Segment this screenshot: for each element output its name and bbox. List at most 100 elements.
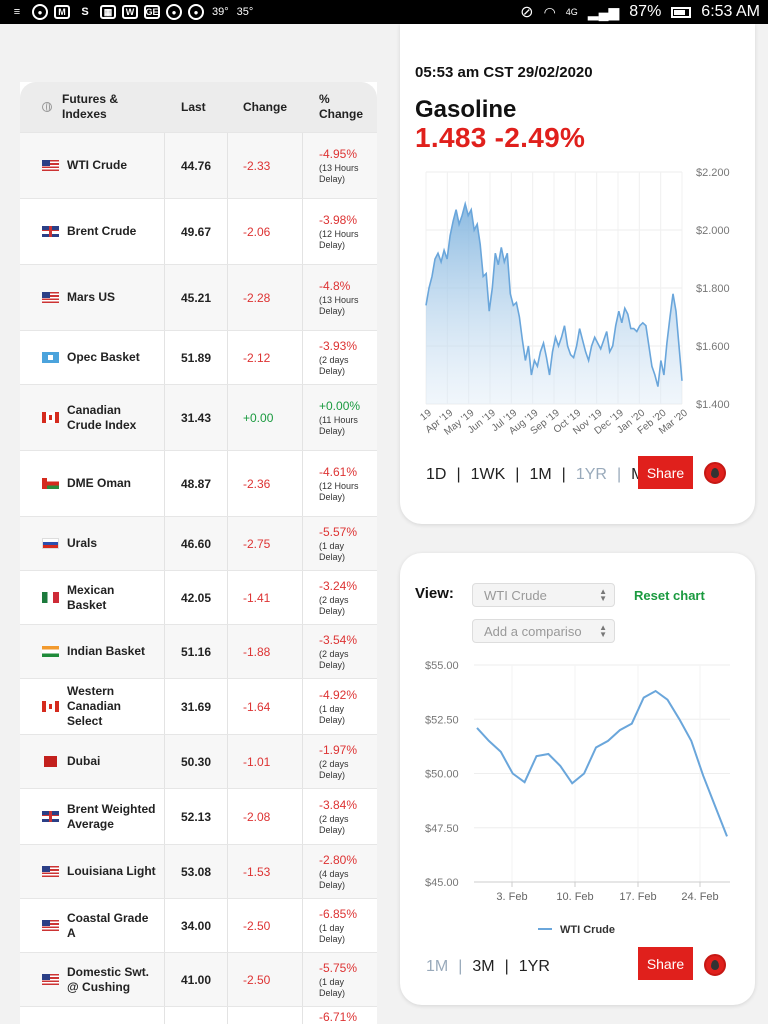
table-row[interactable]: WTI Crude 44.76 -2.33 -4.95% (13 Hours Delay…: [20, 132, 377, 198]
flag-us-icon: [42, 866, 59, 877]
commodity-name: Brent Weighted Average: [67, 801, 156, 831]
table-row[interactable]: Western Canadian Select 31.69 -1.64 -4.92%(…: [20, 678, 377, 734]
row-pct-change: -2.80%: [319, 852, 358, 867]
row-change: -2.06: [228, 199, 303, 264]
row-name-cell: Canadian Crude Index: [20, 385, 165, 450]
table-row[interactable]: -6.71%: [20, 1006, 377, 1024]
wti-chart[interactable]: $55.00 $52.50 $50.00 $47.50 $45.00 3. Feb 10. …: [400, 653, 755, 943]
table-row[interactable]: Coastal Grade A 34.00 -2.50 -6.85% (1 day De…: [20, 898, 377, 952]
compare-select[interactable]: Add a compariso ▲ ▼: [472, 619, 615, 643]
row-name-cell: Western Canadian Select: [20, 679, 165, 734]
commodity-name: Indian Basket: [67, 644, 146, 658]
legend-label[interactable]: WTI Crude: [560, 924, 615, 936]
table-row[interactable]: Mars US 45.21 -2.28 -4.8% (13 Hours Delay): [20, 264, 377, 330]
row-delay: (2 days Delay): [319, 354, 349, 376]
commodity-name: Western Canadian Select: [67, 684, 122, 728]
row-last: 50.30: [165, 735, 228, 788]
view-select[interactable]: WTI Crude ▲ ▼: [472, 583, 615, 607]
row-last: 44.76: [165, 133, 228, 198]
commodity-name: Louisiana Light: [67, 864, 156, 878]
row-pct-change: -3.98%: [319, 212, 358, 227]
header-futures-indexes[interactable]: Futures & Indexes: [20, 82, 165, 132]
row-last: 41.00: [165, 953, 228, 1006]
row-last: [165, 1007, 228, 1024]
row-change: -2.12: [228, 331, 303, 384]
range-1m[interactable]: 1M: [426, 958, 449, 975]
range-separator: |: [515, 466, 520, 483]
row-change: -1.01: [228, 735, 303, 788]
range-separator: |: [561, 466, 566, 483]
globe-icon: [42, 102, 52, 112]
table-row[interactable]: Domestic Swt. @ Cushing 41.00 -2.50 -5.75%(…: [20, 952, 377, 1006]
row-name-cell: WTI Crude: [20, 133, 165, 198]
y-tick-label: $2.000: [696, 225, 730, 237]
clock: 6:53 AM: [701, 3, 760, 20]
range-1d[interactable]: 1D: [426, 466, 447, 483]
ge-app-icon: GE: [144, 5, 160, 19]
flag-ca-icon: [42, 701, 59, 712]
row-change: -1.64: [228, 679, 303, 734]
reset-chart-link[interactable]: Reset chart: [634, 588, 705, 603]
row-pct-cell: -3.93% (2 days Delay): [303, 331, 377, 384]
row-pct-change: +0.00%: [319, 398, 361, 413]
table-row[interactable]: Brent Weighted Average 52.13 -2.08 -3.84% (2…: [20, 788, 377, 844]
row-pct-change: -4.8%: [319, 278, 351, 293]
row-last: 53.08: [165, 845, 228, 898]
row-pct-change: -6.71%: [319, 1009, 358, 1024]
flag-ru-icon: [42, 538, 59, 549]
oil-drop-logo-icon: [704, 462, 726, 484]
row-pct-change: -4.92%: [319, 687, 358, 702]
notification-icons: ≡ ● M S ▦ W GE ● ● 39° 35°: [8, 4, 253, 20]
row-change: -2.36: [228, 451, 303, 516]
commodity-name: Mars US: [67, 290, 116, 304]
table-row[interactable]: Mexican Basket 42.05 -1.41 -3.24% (2 days De…: [20, 570, 377, 624]
row-name-cell: Coastal Grade A: [20, 899, 165, 952]
table-row[interactable]: Dubai 50.30 -1.01 -1.97% (2 days Delay): [20, 734, 377, 788]
chrome-icon-2: ●: [166, 4, 182, 20]
table-row[interactable]: Louisiana Light 53.08 -1.53 -2.80% (4 days D…: [20, 844, 377, 898]
row-delay: (12 Hours Delay): [319, 228, 359, 250]
x-tick-label: 17. Feb: [619, 891, 656, 903]
header-pct-change[interactable]: % Change: [319, 92, 364, 121]
row-change: -2.08: [228, 789, 303, 844]
row-delay: (1 day Delay): [319, 922, 346, 944]
flag-us-icon: [42, 160, 59, 171]
battery-percent: 87%: [629, 3, 662, 20]
range-3m[interactable]: 3M: [472, 958, 495, 975]
row-delay: (2 days Delay): [319, 758, 349, 780]
x-tick-label: 10. Feb: [556, 891, 593, 903]
table-header: Futures & Indexes Last Change % Change: [20, 82, 377, 132]
status-bar: ≡ ● M S ▦ W GE ● ● 39° 35° ⊘ ◠ 4G ▂▄▆ 87…: [0, 0, 768, 24]
row-change: +0.00: [228, 385, 303, 450]
share-button[interactable]: Share: [638, 456, 693, 489]
table-row[interactable]: Opec Basket 51.89 -2.12 -3.93% (2 days Delay…: [20, 330, 377, 384]
header-change[interactable]: Change: [243, 100, 288, 114]
y-tick-label: $55.00: [425, 660, 459, 672]
row-change: -1.41: [228, 571, 303, 624]
row-change: -2.50: [228, 899, 303, 952]
table-row[interactable]: Brent Crude 49.67 -2.06 -3.98% (12 Hours Del…: [20, 198, 377, 264]
share-button-2[interactable]: Share: [638, 947, 693, 980]
row-delay: (2 days Delay): [319, 648, 349, 670]
range-1yr[interactable]: 1YR: [518, 958, 550, 975]
table-row[interactable]: DME Oman 48.87 -2.36 -4.61% (12 Hours Delay): [20, 450, 377, 516]
row-delay: (11 Hours Delay): [319, 414, 358, 436]
header-last[interactable]: Last: [181, 100, 206, 114]
row-last: 51.89: [165, 331, 228, 384]
network-type: 4G: [565, 7, 578, 17]
table-row[interactable]: Indian Basket 51.16 -1.88 -3.54% (2 days Del…: [20, 624, 377, 678]
table-row[interactable]: Urals 46.60 -2.75 -5.57% (1 day Delay): [20, 516, 377, 570]
row-pct-cell: -3.84% (2 days Delay): [303, 789, 377, 844]
range-1m[interactable]: 1M: [529, 466, 552, 483]
flag-opec-icon: [42, 352, 59, 363]
row-delay: (13 Hours Delay): [319, 162, 359, 184]
row-last: 31.69: [165, 679, 228, 734]
row-delay: (13 Hours Delay): [319, 294, 359, 316]
row-pct-cell: -4.95% (13 Hours Delay): [303, 133, 377, 198]
range-1wk[interactable]: 1WK: [470, 466, 506, 483]
table-row[interactable]: Canadian Crude Index 31.43 +0.00 +0.00% (11 …: [20, 384, 377, 450]
range-separator: |: [504, 958, 509, 975]
range-1yr[interactable]: 1YR: [575, 466, 607, 483]
row-pct-cell: -1.97% (2 days Delay): [303, 735, 377, 788]
